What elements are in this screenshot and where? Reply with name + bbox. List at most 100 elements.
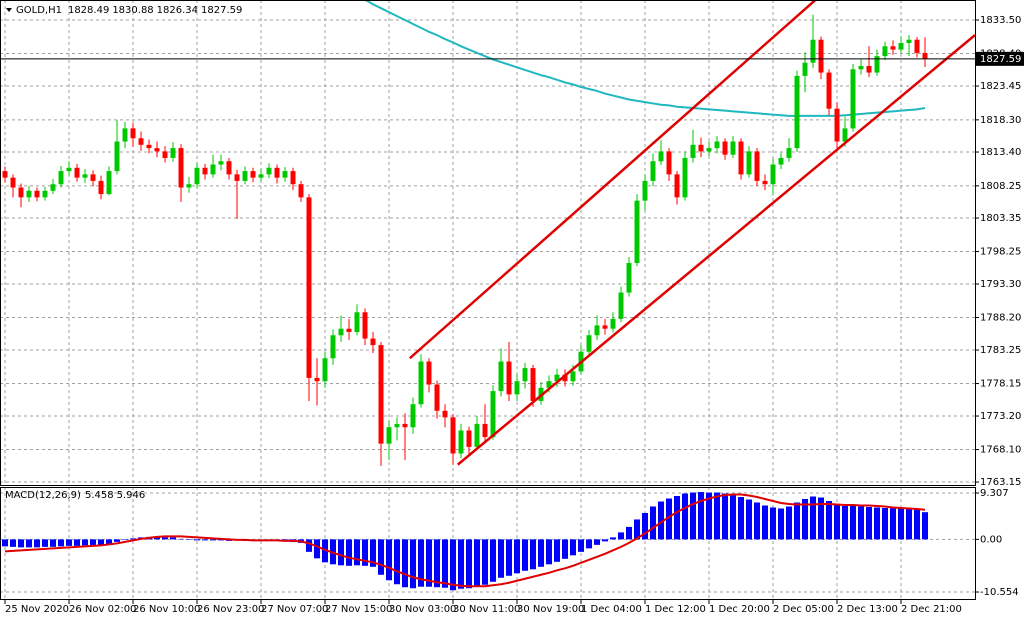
macd-label: MACD(12,26,9) 5.458 5.946: [5, 490, 145, 501]
candle-body: [906, 39, 912, 44]
candle-body: [346, 328, 352, 332]
macd-bar: [578, 539, 584, 552]
macd-bar: [922, 512, 928, 540]
candle-body: [802, 62, 808, 76]
macd-bar: [450, 539, 456, 591]
candle-body: [42, 190, 48, 198]
macd-bar: [682, 493, 688, 540]
candle-body: [658, 151, 664, 162]
macd-bar: [898, 507, 904, 540]
y-tick-label: 1813.40: [980, 147, 1021, 158]
macd-bar: [562, 539, 568, 559]
signal-value: 5.946: [117, 490, 146, 501]
candle-body: [858, 66, 864, 70]
trend-line: [457, 34, 975, 466]
x-tick-label: 1 Dec 12:00: [645, 604, 706, 615]
macd-bar: [762, 505, 768, 540]
macd-bar: [426, 539, 432, 587]
candle-body: [586, 335, 592, 352]
candle-body: [266, 167, 272, 175]
candle-body: [490, 391, 496, 438]
y-tick-label: 1818.30: [980, 115, 1021, 126]
candle-body: [834, 108, 840, 142]
candle-body: [66, 167, 72, 172]
candle-body: [250, 171, 256, 178]
candle-body: [650, 161, 656, 181]
candle-body: [642, 180, 648, 201]
candle-body: [690, 144, 696, 158]
x-tick-label: 2 Dec 21:00: [901, 604, 962, 615]
candle-body: [434, 384, 440, 411]
candle-body: [426, 361, 432, 385]
macd-panel: [0, 487, 975, 600]
x-tick-label: 26 Nov 02:00: [69, 604, 136, 615]
macd-bar: [738, 497, 744, 540]
macd-bar: [354, 539, 360, 566]
candle-body: [850, 69, 856, 129]
macd-bar: [402, 539, 408, 588]
macd-bar: [18, 539, 24, 548]
candle-body: [698, 144, 704, 152]
candle-body: [442, 410, 448, 418]
x-tick-label: 27 Nov 07:00: [261, 604, 328, 615]
macd-value: 5.458: [85, 490, 114, 501]
candle-body: [154, 148, 160, 152]
candle-body: [466, 430, 472, 447]
macd-bar: [458, 539, 464, 589]
candle-body: [58, 171, 64, 185]
candle-body: [842, 128, 848, 142]
menu-arrow[interactable]: [6, 8, 12, 12]
candle-body: [818, 39, 824, 73]
macd-bar: [570, 539, 576, 556]
macd-bar: [538, 539, 544, 567]
candle-body: [362, 312, 368, 339]
candle-body: [730, 141, 736, 155]
macd-bar: [786, 506, 792, 540]
candle-body: [10, 177, 16, 188]
macd-bar: [42, 539, 48, 547]
candle-body: [866, 66, 872, 73]
macd-bar: [2, 539, 8, 547]
candle-body: [530, 368, 536, 401]
candle-body: [762, 180, 768, 185]
macd-bar: [50, 539, 56, 547]
macd-bar: [394, 539, 400, 585]
macd-bar: [850, 505, 856, 540]
candle-body: [714, 141, 720, 149]
x-tick-label: 27 Nov 15:00: [325, 604, 392, 615]
candle-body: [882, 46, 888, 57]
macd-bar: [778, 508, 784, 540]
candle-body: [602, 325, 608, 329]
candle-body: [626, 263, 632, 293]
candle-body: [498, 361, 504, 392]
candle-body: [370, 338, 376, 346]
candle-body: [786, 148, 792, 158]
y-tick-label: 0.00: [980, 534, 1002, 545]
y-tick-label: 1788.20: [980, 313, 1021, 324]
candle-body: [394, 423, 400, 428]
macd-bar: [626, 526, 632, 540]
y-tick-label: 1823.45: [980, 81, 1021, 92]
macd-bar: [66, 539, 72, 546]
candle-body: [410, 404, 416, 428]
candle-body: [178, 148, 184, 188]
candle-body: [274, 167, 280, 178]
macd-bar: [842, 505, 848, 540]
macd-bar: [490, 539, 496, 582]
candle-body: [514, 381, 520, 395]
y-tick-label: 1808.25: [980, 181, 1021, 192]
y-tick-label: 1763.15: [980, 477, 1021, 488]
candle-body: [754, 151, 760, 181]
candle-body: [890, 46, 896, 50]
candle-body: [634, 200, 640, 264]
macd-bar: [602, 539, 608, 542]
macd-bar: [474, 539, 480, 587]
macd-bar: [154, 536, 160, 540]
macd-bar: [914, 508, 920, 540]
candle-body: [354, 312, 360, 332]
header: GOLD,H1 1828.49 1830.88 1826.34 1827.59: [16, 5, 242, 16]
candle-body: [18, 187, 24, 198]
price-frame: [0, 0, 976, 486]
macd-bar: [26, 539, 32, 548]
candle-body: [98, 180, 104, 195]
